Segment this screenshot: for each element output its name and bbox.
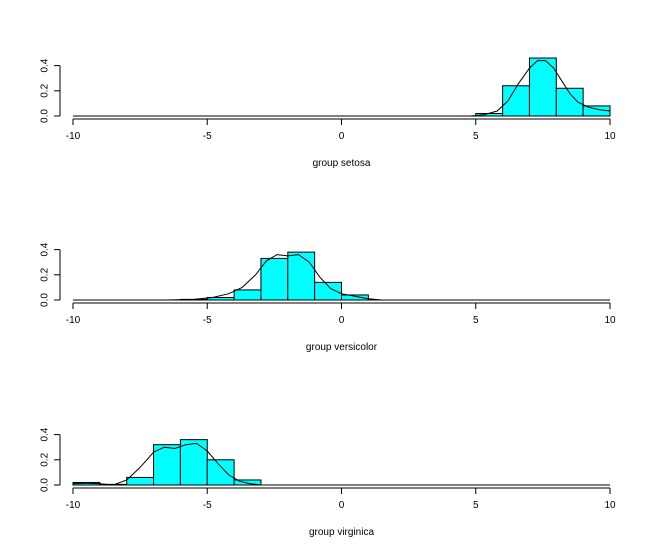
x-axis-label: group versicolor <box>306 342 378 353</box>
histogram-bar <box>502 85 530 117</box>
x-tick-label: -10 <box>66 315 81 326</box>
x-axis-label: group virginica <box>309 527 374 538</box>
x-tick-label: 0 <box>339 131 345 142</box>
density-curve <box>166 254 382 301</box>
y-tick-label: 0.2 <box>40 452 51 466</box>
density-curve <box>470 60 611 117</box>
x-tick-label: -10 <box>66 500 81 511</box>
histogram-bar <box>260 257 289 301</box>
x-tick-label: 0 <box>339 315 345 326</box>
x-tick-label: -5 <box>203 131 212 142</box>
y-tick-label: 0.0 <box>40 478 51 492</box>
y-tick-label: 0.4 <box>40 427 51 441</box>
y-tick-label: 0.0 <box>40 293 51 307</box>
y-tick-label: 0.0 <box>40 109 51 123</box>
histogram-bar <box>153 444 181 486</box>
histogram-bar <box>126 476 155 486</box>
y-tick-label: 0.4 <box>40 242 51 256</box>
histogram-bar <box>179 439 208 486</box>
density-curve <box>72 442 261 486</box>
x-tick-label: 5 <box>473 131 479 142</box>
histogram-bar <box>233 289 262 301</box>
x-tick-label: -5 <box>203 500 212 511</box>
x-tick-label: -10 <box>66 131 81 142</box>
y-tick-label: 0.2 <box>40 267 51 281</box>
x-tick-label: 10 <box>604 500 616 511</box>
x-tick-label: 5 <box>473 315 479 326</box>
histogram-bar <box>287 251 316 301</box>
y-tick-label: 0.4 <box>40 58 51 72</box>
x-tick-label: -5 <box>203 315 212 326</box>
x-tick-label: 10 <box>604 131 616 142</box>
histogram-panel: -10 -5 0 5 10 0.0 0.2 0.4 group setosa <box>40 57 616 169</box>
y-tick-label: 0.2 <box>40 83 51 97</box>
histogram-bar <box>528 57 557 117</box>
histogram-panel: -10 -5 0 5 10 0.0 0.2 0.4 group virginica <box>40 427 616 538</box>
x-tick-label: 10 <box>604 315 616 326</box>
histogram-panel: -10 -5 0 5 10 0.0 0.2 0.4 group versicolor <box>40 242 616 353</box>
x-axis-label: group setosa <box>313 158 371 169</box>
x-tick-label: 0 <box>339 500 345 511</box>
histogram-bar <box>314 281 342 301</box>
x-tick-label: 5 <box>473 500 479 511</box>
histogram-bar <box>206 459 235 486</box>
